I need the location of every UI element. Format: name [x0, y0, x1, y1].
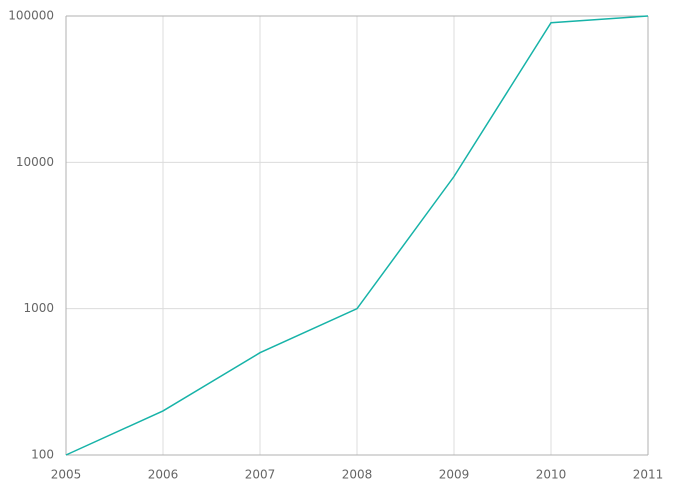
- y-tick-label: 1000: [23, 301, 54, 315]
- y-tick-label: 100000: [8, 9, 54, 23]
- y-tick-label: 100: [31, 448, 54, 462]
- x-tick-label: 2006: [148, 468, 179, 482]
- y-tick-label: 10000: [16, 155, 54, 169]
- x-tick-label: 2007: [245, 468, 276, 482]
- x-tick-label: 2010: [536, 468, 567, 482]
- x-tick-label: 2011: [633, 468, 664, 482]
- data-line: [65, 15, 649, 456]
- x-tick-label: 2005: [51, 468, 82, 482]
- x-tick-label: 2009: [439, 468, 470, 482]
- x-tick-label: 2008: [342, 468, 373, 482]
